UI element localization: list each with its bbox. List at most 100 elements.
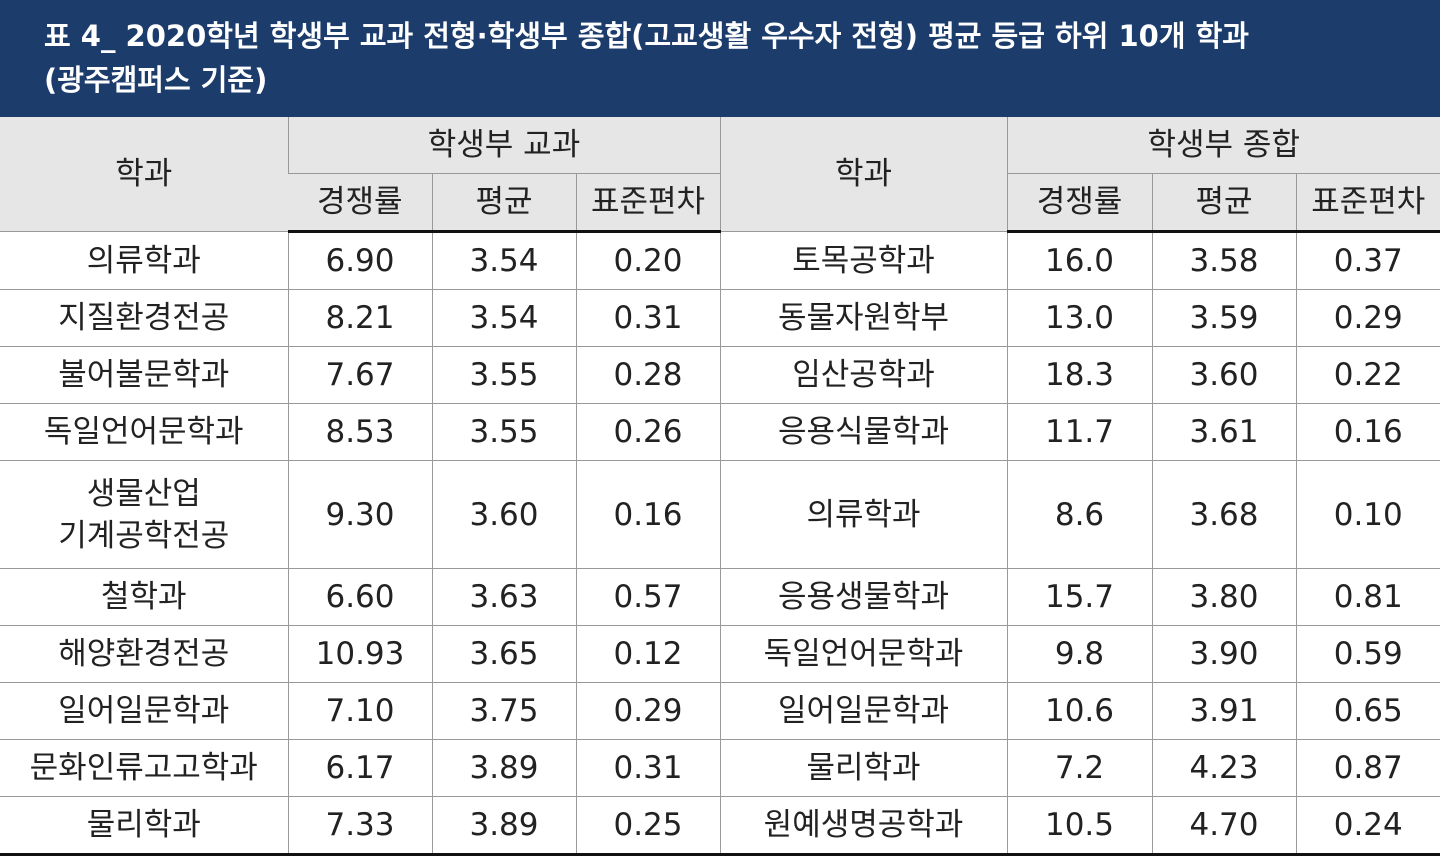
table-row: 철학과 6.60 3.63 0.57 응용생물학과 15.7 3.80 0.81 [0,568,1440,626]
table-cell: 4.23 [1151,739,1296,797]
table-row: 생물산업 기계공학전공 9.30 3.60 0.16 의류학과 8.6 3.68 0.10 [0,460,1440,569]
table-cell: 불어불문학과 [0,346,288,404]
table-cell: 동물자원학부 [719,289,1007,347]
table-cell: 0.16 [575,460,720,569]
table-cell: 물리학과 [0,796,288,856]
table-cell: 3.61 [1151,403,1296,461]
header-cell: 경쟁률 [288,173,432,233]
table-cell: 3.55 [431,346,576,404]
table-cell: 9.30 [287,460,432,569]
table-cell: 3.54 [431,231,576,290]
table-cell: 지질환경전공 [0,289,288,347]
table-cell: 물리학과 [719,739,1007,797]
table-cell: 3.91 [1151,682,1296,740]
table-cell: 0.87 [1295,739,1440,797]
table-cell: 6.17 [287,739,432,797]
table-header: 학과 학생부 교과 학과 학생부 종합 경쟁률 평균 표준편차 경쟁률 평균 표준편차 [0,117,1440,233]
table-cell: 0.26 [575,403,720,461]
table-row: 독일언어문학과 8.53 3.55 0.26 응용식물학과 11.7 3.61 0.16 [0,403,1440,461]
table-cell: 4.70 [1151,796,1296,856]
table-cell: 0.31 [575,289,720,347]
table-cell: 의류학과 [0,231,288,290]
header-cell: 표준편차 [575,173,720,233]
header-cell: 평균 [431,173,576,233]
table-cell: 일어일문학과 [0,682,288,740]
table-cell: 독일언어문학과 [719,625,1007,683]
title: (광주캠퍼스 기준) [44,63,268,97]
table-cell: 3.54 [431,289,576,347]
table-row: 물리학과 7.33 3.89 0.25 원예생명공학과 10.5 4.70 0.24 [0,796,1440,856]
table-cell: 7.10 [287,682,432,740]
table-cell: 9.8 [1006,625,1152,683]
table-cell: 0.16 [1295,403,1440,461]
table-cell: 3.80 [1151,568,1296,626]
table-cell: 원예생명공학과 [719,796,1007,856]
table-row: 문화인류고고학과 6.17 3.89 0.31 물리학과 7.2 4.23 0.87 [0,739,1440,797]
table-cell: 철학과 [0,568,288,626]
table-cell: 토목공학과 [719,231,1007,290]
table-cell: 6.90 [287,231,432,290]
header-row: 경쟁률 평균 표준편차 경쟁률 평균 표준편차 [0,173,1440,233]
table-cell: 응용생물학과 [719,568,1007,626]
table-cell: 11.7 [1006,403,1152,461]
table-cell: 7.2 [1006,739,1152,797]
table-cell: 3.89 [431,796,576,856]
table-row: 지질환경전공 8.21 3.54 0.31 동물자원학부 13.0 3.59 0.29 [0,289,1440,347]
table-cell: 3.63 [431,568,576,626]
table-cell: 0.57 [575,568,720,626]
table-cell: 임산공학과 [719,346,1007,404]
table-cell: 0.59 [1295,625,1440,683]
table-cell: 0.24 [1295,796,1440,856]
table-cell: 13.0 [1006,289,1152,347]
table-cell: 응용식물학과 [719,403,1007,461]
table-row: 의류학과 6.90 3.54 0.20 토목공학과 16.0 3.58 0.37 [0,231,1440,290]
table-cell: 독일언어문학과 [0,403,288,461]
title: 표 4_ 2020학년 학생부 교과 전형·학생부 종합(고교생활 우수자 전형… [44,19,1249,53]
table-cell: 6.60 [287,568,432,626]
table-cell: 문화인류고고학과 [0,739,288,797]
table-cell: 0.10 [1295,460,1440,569]
table-cell: 의류학과 [719,460,1007,569]
header-cell: 학과 [719,117,1007,232]
header-cell: 학생부 교과 [287,117,720,174]
table-cell: 해양환경전공 [0,625,288,683]
table-cell: 10.6 [1006,682,1152,740]
table-cell: 0.12 [575,625,720,683]
data-table: 학과 학생부 교과 학과 학생부 종합 경쟁률 평균 표준편차 경쟁률 평균 표준편차 의… [0,117,1440,856]
table-cell: 8.53 [287,403,432,461]
table-cell: 3.89 [431,739,576,797]
header-cell: 경쟁률 [1006,173,1152,233]
table-cell: 3.65 [431,625,576,683]
title-bar: 표 4_ 2020학년 학생부 교과 전형·학생부 종합(고교생활 우수자 전형… [0,0,1440,117]
table-cell: 7.67 [287,346,432,404]
table-cell: 0.29 [1295,289,1440,347]
table-cell: 0.22 [1295,346,1440,404]
table-cell: 0.25 [575,796,720,856]
table-cell: 3.59 [1151,289,1296,347]
table-cell: 0.31 [575,739,720,797]
table-cell: 0.28 [575,346,720,404]
table-row: 해양환경전공 10.93 3.65 0.12 독일언어문학과 9.8 3.90 0.59 [0,625,1440,683]
table-cell: 16.0 [1006,231,1152,290]
table-cell: 3.55 [431,403,576,461]
table-cell: 3.58 [1151,231,1296,290]
table-cell: 3.75 [431,682,576,740]
table-cell: 8.21 [287,289,432,347]
table-cell: 0.29 [575,682,720,740]
table-cell: 8.6 [1006,460,1152,569]
table-cell: 15.7 [1006,568,1152,626]
table-cell: 0.81 [1295,568,1440,626]
header-cell: 평균 [1151,173,1296,233]
table-row: 불어불문학과 7.67 3.55 0.28 임산공학과 18.3 3.60 0.22 [0,346,1440,404]
table-cell: 3.68 [1151,460,1296,569]
table-row: 일어일문학과 7.10 3.75 0.29 일어일문학과 10.6 3.91 0.65 [0,682,1440,740]
table-cell: 생물산업 기계공학전공 [0,460,288,569]
table-cell: 10.93 [287,625,432,683]
header-cell: 학과 [0,117,288,232]
table-cell: 10.5 [1006,796,1152,856]
header-cell: 표준편차 [1295,173,1440,233]
table-cell: 3.60 [431,460,576,569]
table-cell: 일어일문학과 [719,682,1007,740]
table-cell: 7.33 [287,796,432,856]
